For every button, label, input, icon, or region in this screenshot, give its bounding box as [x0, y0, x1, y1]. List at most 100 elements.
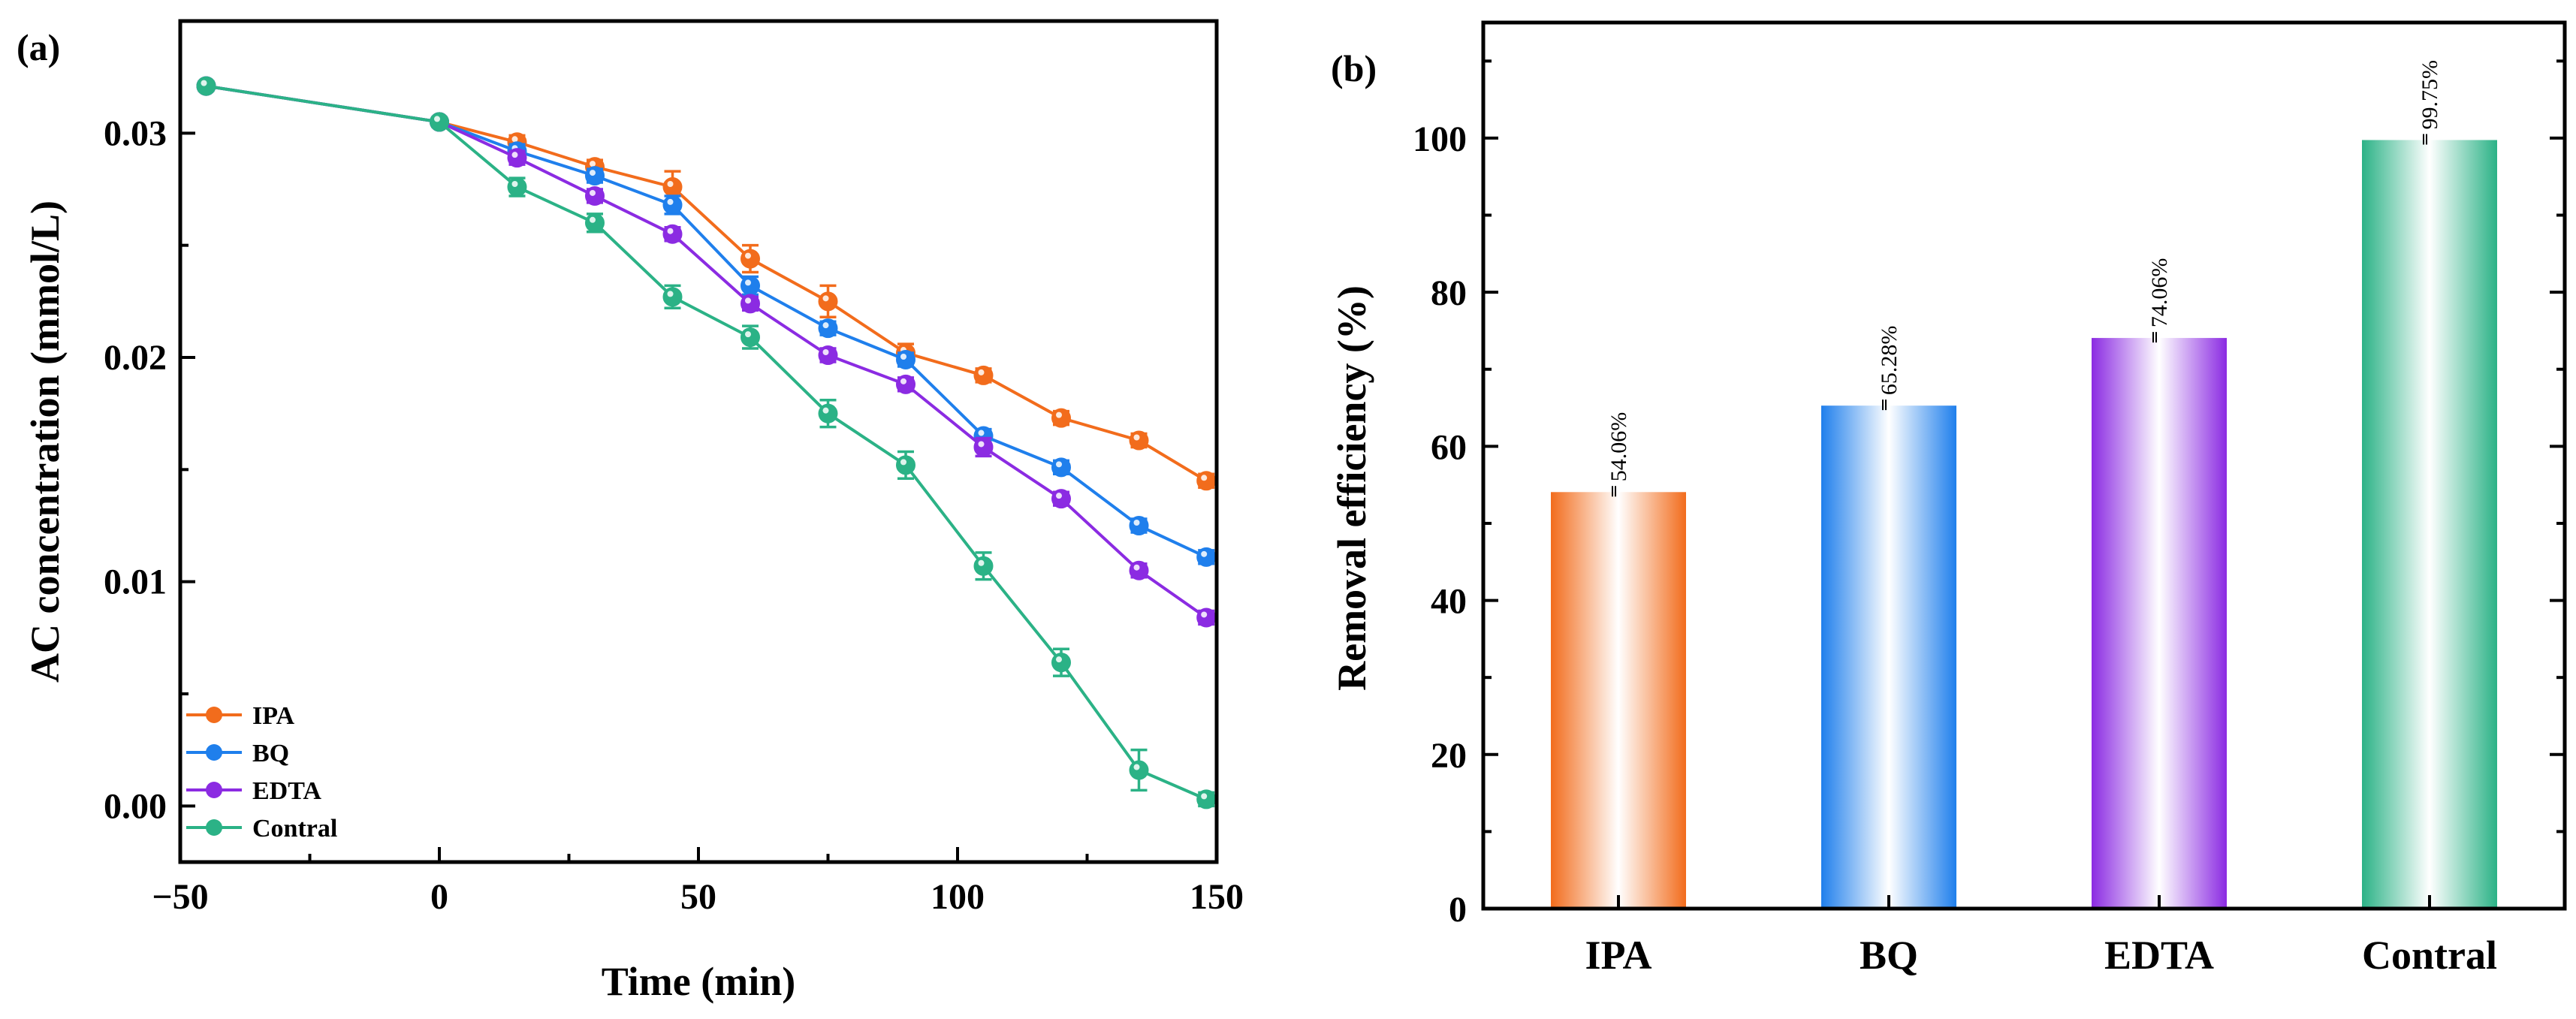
series-edta: [196, 76, 1217, 628]
data-point: [430, 112, 449, 132]
data-point-highlight: [900, 353, 906, 360]
data-point-highlight: [434, 116, 440, 122]
data-point: [1129, 560, 1149, 580]
data-point-highlight: [745, 279, 751, 286]
data-point-highlight: [1133, 520, 1140, 526]
y-tick-label: 0.01: [104, 562, 167, 602]
plot-frame: [178, 19, 1219, 864]
data-point-highlight: [745, 331, 751, 338]
data-point-highlight: [1056, 412, 1062, 418]
data-point: [741, 294, 760, 314]
y-tick-label: 100: [1413, 119, 1467, 159]
x-tick-label: −50: [152, 877, 208, 917]
bar-data-label: 99.75%: [2418, 60, 2442, 130]
data-point-highlight: [1201, 475, 1208, 481]
data-point-highlight: [667, 181, 674, 188]
data-point: [585, 185, 605, 206]
panel-label-a: (a): [17, 26, 60, 68]
legend-item-ipa: IPA: [186, 702, 294, 730]
x-tick-label: 50: [680, 877, 716, 917]
bar-error-bar: [2152, 332, 2157, 343]
series-line: [206, 84, 1208, 620]
data-point-highlight: [1201, 550, 1208, 557]
data-point-highlight: [822, 295, 829, 302]
data-point-highlight: [978, 441, 985, 448]
data-point-highlight: [667, 228, 674, 234]
data-point: [1196, 607, 1217, 628]
legend-marker: [206, 744, 222, 761]
data-point-highlight: [511, 152, 518, 158]
data-point: [973, 365, 994, 385]
plot-frame: [1481, 20, 2567, 911]
data-point: [896, 374, 915, 394]
data-point-highlight: [1056, 493, 1062, 499]
legend-marker: [206, 782, 222, 798]
data-point-highlight: [822, 322, 829, 329]
data-point: [741, 327, 760, 348]
data-point: [818, 291, 838, 312]
data-point-highlight: [978, 430, 985, 436]
data-point-highlight: [590, 189, 596, 196]
data-point-highlight: [1133, 764, 1140, 770]
x-tick-label: 0: [430, 877, 448, 917]
bar-data-label: 74.06%: [2147, 258, 2172, 328]
data-point: [1196, 471, 1217, 491]
legend-marker: [206, 819, 222, 836]
bar-error-bar: [2423, 134, 2427, 145]
bar-error-bar: [1882, 399, 1887, 411]
data-point-highlight: [900, 378, 906, 384]
data-point: [1196, 547, 1217, 567]
y-tick-label: 0.02: [104, 338, 167, 378]
data-point: [1129, 430, 1149, 451]
data-point: [1051, 408, 1071, 428]
data-point: [1051, 653, 1071, 673]
data-point: [662, 224, 683, 244]
data-point-highlight: [1201, 793, 1208, 800]
data-point: [662, 194, 683, 215]
x-tick-label: 150: [1190, 877, 1244, 917]
x-axis-title: Time (min): [602, 959, 795, 1004]
y-tick-label: 40: [1431, 582, 1467, 622]
data-point: [196, 76, 216, 96]
data-point-highlight: [1201, 611, 1208, 618]
data-point: [973, 556, 994, 576]
data-point: [818, 318, 838, 339]
y-tick-label: 0: [1449, 890, 1467, 930]
y-tick-label: 20: [1431, 736, 1467, 776]
bar-contral: [2362, 140, 2497, 909]
data-point-highlight: [590, 161, 596, 167]
category-label: EDTA: [2104, 933, 2214, 978]
bar-bq: [1821, 405, 1956, 909]
legend-label: Contral: [252, 815, 337, 843]
data-point: [973, 437, 994, 457]
data-point-highlight: [978, 559, 985, 566]
data-point-highlight: [590, 170, 596, 176]
data-point-highlight: [667, 291, 674, 297]
legend-label: IPA: [252, 702, 294, 730]
data-point-highlight: [511, 136, 518, 143]
category-label: IPA: [1585, 933, 1652, 978]
data-point-highlight: [511, 181, 518, 188]
data-point-highlight: [745, 252, 751, 259]
legend-marker: [206, 707, 222, 723]
data-point: [818, 345, 838, 366]
y-tick-label: 80: [1431, 273, 1467, 313]
data-point-highlight: [1056, 461, 1062, 468]
y-tick-label: 0.00: [104, 786, 167, 826]
series-line: [206, 84, 1208, 559]
data-point: [507, 177, 527, 197]
data-point-highlight: [1133, 564, 1140, 571]
series-ipa: [196, 76, 1217, 491]
bar-chart-panel: (b) 0 20 40 60 80 100 54.06% IPA 65.28% BQ 74.06%…: [1329, 20, 2567, 978]
data-point: [741, 249, 760, 269]
data-point: [507, 148, 527, 168]
legend-label: BQ: [252, 740, 289, 767]
bar-edta: [2092, 338, 2227, 909]
x-tick-label: 100: [931, 877, 985, 917]
data-point: [1129, 516, 1149, 535]
bar-ipa: [1551, 492, 1686, 909]
panel-label-b: (b): [1331, 47, 1377, 89]
data-point: [896, 349, 915, 369]
data-point-highlight: [900, 459, 906, 466]
